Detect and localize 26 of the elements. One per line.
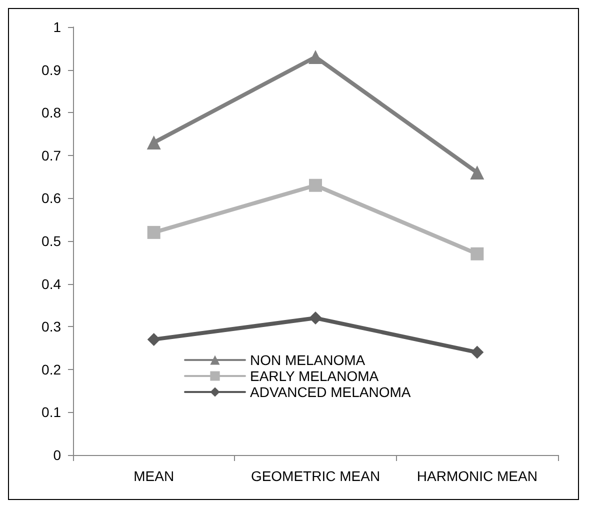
y-tick-label: 0.1 [42,404,62,420]
point [309,312,322,325]
legend-label: NON MELANOMA [250,352,366,368]
x-tick-label: MEAN [134,468,174,484]
y-tick-label: 0.4 [42,276,62,292]
point [309,178,322,192]
x-tick-label: GEOMETRIC MEAN [250,468,380,484]
legend-label: EARLY MELANOMA [250,368,380,384]
y-tick-label: 0.5 [42,233,62,249]
point [146,136,161,150]
y-tick-label: 0.9 [42,62,62,78]
point [308,50,322,64]
y-tick-label: 0.7 [42,147,62,164]
point [147,332,160,346]
y-tick-label: 1 [53,19,62,35]
y-tick-label: 0 [53,447,62,463]
legend-label: ADVANCED MELANOMA [250,384,412,400]
point [147,226,160,239]
point [470,166,484,180]
x-tick-label: HARMONIC MEAN [416,468,538,484]
y-tick-label: 0.3 [42,318,62,335]
point [470,346,484,359]
y-tick-label: 0.6 [42,190,62,206]
y-tick-label: 0.2 [42,361,62,378]
point [470,247,484,260]
y-tick-label: 0.8 [42,104,62,121]
